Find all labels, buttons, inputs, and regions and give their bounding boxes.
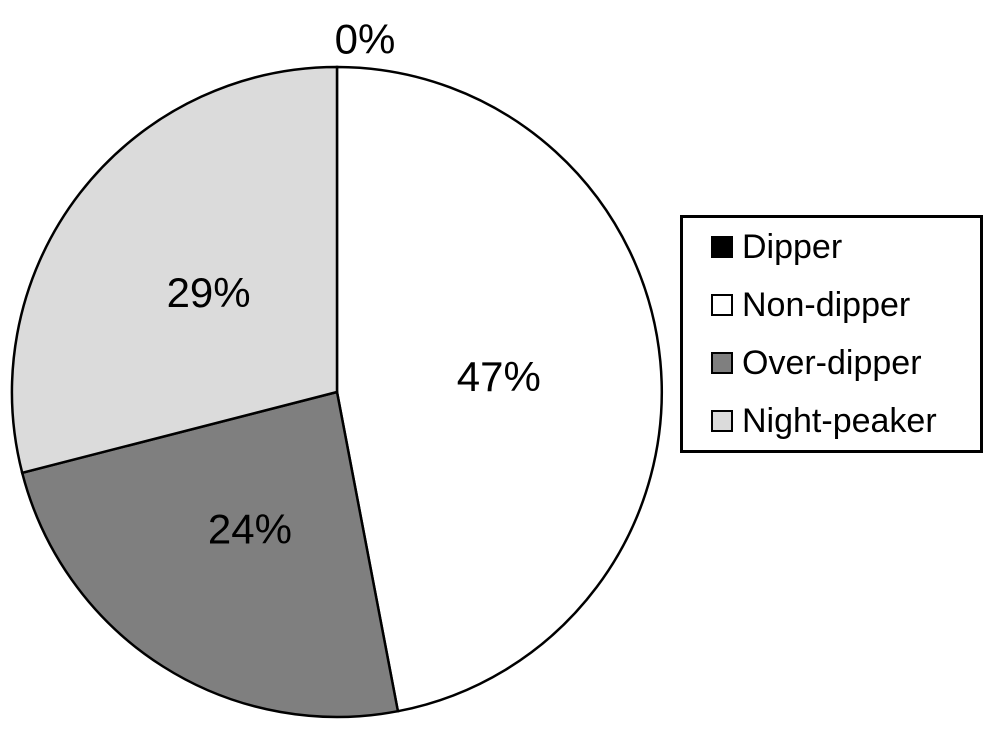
legend-label-night-peaker: Night-peaker (742, 402, 937, 440)
data-label-night-peaker: 29% (167, 269, 251, 316)
legend: Dipper Non-dipper Over-dipper Night-peak… (680, 215, 983, 453)
data-label-non-dipper: 47% (457, 353, 541, 400)
pie-slice-non-dipper (335, 65, 664, 713)
data-label-over-dipper: 24% (208, 506, 292, 553)
legend-swatch-over-dipper (711, 352, 733, 374)
legend-label-over-dipper: Over-dipper (742, 344, 922, 382)
legend-item-non-dipper: Non-dipper (683, 276, 980, 334)
legend-swatch-night-peaker (711, 410, 733, 432)
legend-label-dipper: Dipper (742, 228, 843, 266)
pie-slice-over-dipper (20, 390, 400, 719)
legend-item-night-peaker: Night-peaker (683, 392, 980, 450)
data-label-dipper: 0% (335, 16, 396, 63)
legend-swatch-non-dipper (711, 294, 733, 316)
legend-item-dipper: Dipper (683, 218, 980, 276)
legend-item-over-dipper: Over-dipper (683, 334, 980, 392)
legend-swatch-dipper (711, 236, 733, 258)
pie-slice-night-peaker (10, 65, 339, 475)
legend-label-non-dipper: Non-dipper (742, 286, 911, 324)
